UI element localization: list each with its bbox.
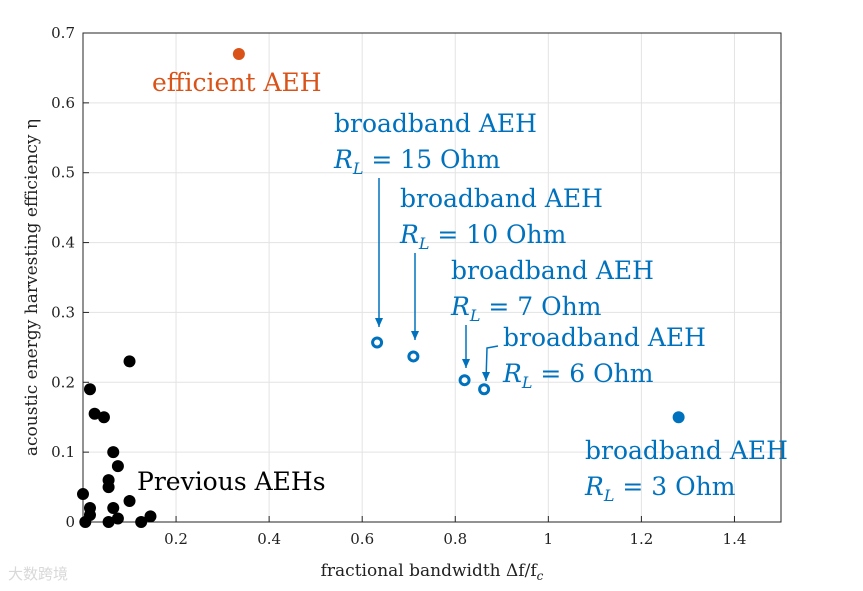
x-tick-label: 1 [544,530,554,548]
broadband-aeh-label: broadband AEH [585,436,788,465]
y-tick-label: 0.3 [51,303,75,321]
annotation-arrowhead [482,372,490,381]
previous-aeh-point [102,481,115,494]
y-tick-label: 0.6 [51,94,75,112]
broadband-aeh-label: broadband AEH [334,109,537,138]
x-tick-label: 0.6 [350,530,374,548]
previous-aeh-point [144,510,157,523]
efficient-aeh-point [232,47,245,60]
x-axis-label: fractional bandwidth Δf/fc [321,561,544,583]
data-points [77,47,685,528]
previous-aeh-point [79,516,92,528]
grid-lines [83,32,781,523]
previous-aeh-point [107,446,120,459]
previous-aeh-point [135,516,148,528]
previous-aeh-point [83,383,96,396]
y-tick-label: 0.2 [51,373,75,391]
previous-aeh-point [111,512,124,525]
previous-aeh-point [77,488,89,501]
broadband-aeh-label: broadband AEH [451,256,654,285]
annotation-arrow [485,345,499,382]
x-tick-label: 0.2 [164,530,188,548]
previous-aeh-point [123,495,136,508]
broadband-aeh-resistance: RL = 7 Ohm [450,292,602,325]
efficient-aeh-label: efficient AEH [152,68,322,97]
x-tick-label: 0.8 [443,530,467,548]
y-tick-label: 0.5 [51,164,75,182]
broadband-aeh-point [407,350,420,363]
broadband-aeh-resistance: RL = 3 Ohm [584,472,736,505]
x-tick-label: 1.4 [723,530,747,548]
y-tick-label: 0.1 [51,443,75,461]
broadband-aeh-resistance: RL = 10 Ohm [399,220,567,253]
tick-labels: 0.2 0.4 0.6 0.8 1 1.2 1.4 0 0.1 0.2 0.3 0.4 0.5 0.6 0.… [51,24,746,548]
y-axis-label: acoustic energy harvesting efficiency η [22,119,42,456]
previous-aeh-point [88,407,101,420]
y-tick-label: 0.4 [51,234,75,252]
annotation-arrowhead [462,359,470,368]
broadband-aeh-label: broadband AEH [503,323,706,352]
watermark: 大数跨境 [8,565,69,583]
previous-aeh-point [107,502,120,515]
previous-aehs-label: Previous AEHs [137,467,326,496]
previous-aeh-point [102,516,115,528]
broadband-aeh-point [478,383,491,396]
broadband-aeh-resistance: RL = 6 Ohm [502,359,654,392]
x-tick-label: 0.4 [257,530,281,548]
broadband-aeh-resistance: RL = 15 Ohm [333,145,501,178]
previous-aeh-point [97,411,110,424]
broadband-aeh-point [672,411,685,424]
y-tick-label: 0.7 [51,24,75,42]
y-tick-label: 0 [65,513,75,531]
broadband-aeh-point [371,336,384,349]
previous-aeh-point [123,355,136,368]
annotation-arrowhead [375,318,383,327]
x-tick-label: 1.2 [629,530,653,548]
annotation-arrows [375,178,499,382]
previous-aeh-point [111,460,124,473]
annotation-arrowhead [411,331,419,340]
axes-box [82,32,782,523]
broadband-aeh-point [458,374,471,387]
broadband-aeh-label: broadband AEH [400,184,603,213]
